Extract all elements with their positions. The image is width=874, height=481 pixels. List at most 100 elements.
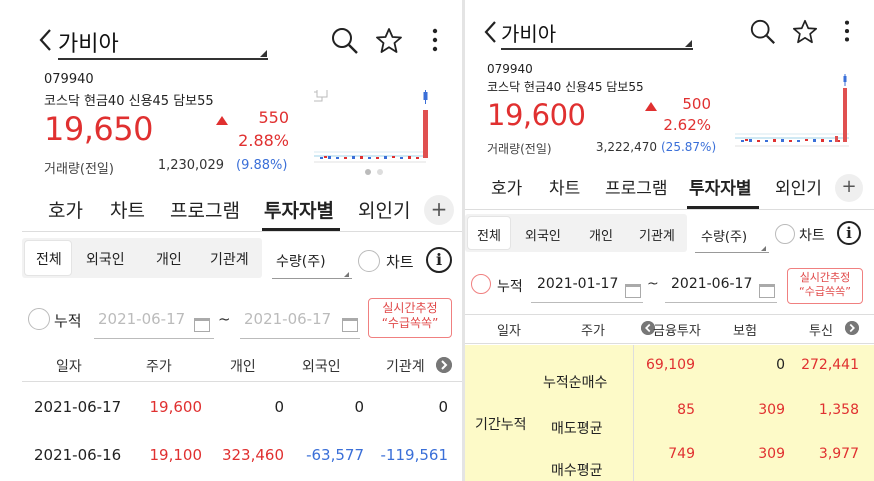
unit-select[interactable]: 수량(주) xyxy=(276,254,326,270)
tab-hoga[interactable]: 호가 xyxy=(48,200,83,222)
segment-all[interactable]: 전체 xyxy=(36,252,62,268)
scroll-right-icon[interactable] xyxy=(436,357,452,373)
more-vertical-icon[interactable] xyxy=(420,26,450,56)
up-arrow-icon xyxy=(216,116,228,125)
price-change-pct: 2.88% xyxy=(238,131,289,150)
cumulative-label[interactable]: 누적 xyxy=(497,279,523,295)
tab-program[interactable]: 프로그램 xyxy=(170,200,240,222)
volume-label: 거래량(전일) xyxy=(487,142,552,156)
calendar-icon[interactable] xyxy=(759,284,775,298)
col-price[interactable]: 주가 xyxy=(581,324,605,339)
volume-value: 3,222,470 xyxy=(595,140,657,154)
realtime-btn-line1: 실시간추정 xyxy=(382,301,438,315)
segment-active-bg xyxy=(468,217,510,249)
col-insurance[interactable]: 보험 xyxy=(733,324,757,339)
tab-chart[interactable]: 차트 xyxy=(549,179,581,199)
col-financial-investment[interactable]: 금융투자 xyxy=(653,324,701,339)
more-vertical-icon[interactable] xyxy=(833,18,861,46)
segment-institution[interactable]: 기관계 xyxy=(639,229,675,244)
star-icon[interactable] xyxy=(374,26,404,56)
scroll-left-icon[interactable] xyxy=(641,321,655,335)
chart-toggle-label[interactable]: 차트 xyxy=(386,253,414,271)
realtime-estimate-button[interactable]: 실시간추정 “수급쏙쏙” xyxy=(787,268,863,304)
cumulative-label[interactable]: 누적 xyxy=(54,312,82,330)
cumulative-checkbox-checked[interactable] xyxy=(471,274,491,294)
unit-dropdown-icon[interactable] xyxy=(761,246,766,251)
segment-foreign[interactable]: 외국인 xyxy=(86,252,125,268)
tab-foreign[interactable]: 외인기 xyxy=(358,200,411,222)
stock-code: 079940 xyxy=(487,62,533,76)
segment-individual[interactable]: 개인 xyxy=(589,229,613,244)
info-icon[interactable]: i xyxy=(837,221,861,245)
mini-price-chart[interactable] xyxy=(314,90,434,168)
investor-segment: 전체 외국인 개인 기관계 xyxy=(465,214,687,252)
main-tabs: 호가 차트 프로그램 투자자별 외인기 + xyxy=(22,190,462,232)
tab-program[interactable]: 프로그램 xyxy=(605,179,668,199)
dropdown-triangle-icon[interactable] xyxy=(260,50,267,57)
date-from[interactable]: 2021-06-17 xyxy=(98,310,186,328)
col-price[interactable]: 주가 xyxy=(146,359,172,375)
info-icon[interactable]: i xyxy=(426,247,452,273)
date-to-underline xyxy=(240,338,360,339)
add-tab-button[interactable]: + xyxy=(424,195,454,225)
date-to[interactable]: 2021-06-17 xyxy=(671,276,753,292)
chart-checkbox[interactable] xyxy=(358,250,380,272)
period-label: 기간누적 xyxy=(475,417,527,433)
unit-select[interactable]: 수량(주) xyxy=(701,230,748,245)
realtime-estimate-button[interactable]: 실시간추정 “수급쏙쏙” xyxy=(368,298,452,338)
add-tab-button[interactable]: + xyxy=(835,174,863,202)
col-individual[interactable]: 개인 xyxy=(230,359,256,375)
calendar-icon[interactable] xyxy=(194,318,210,332)
segment-institution[interactable]: 기관계 xyxy=(210,252,249,268)
stock-name-underline xyxy=(58,58,268,60)
col-date[interactable]: 일자 xyxy=(497,324,521,339)
tab-hoga[interactable]: 호가 xyxy=(491,179,523,199)
cell-trust: 3,977 xyxy=(818,446,859,462)
panel-divider xyxy=(462,0,465,481)
date-separator: ~ xyxy=(647,276,659,292)
col-institution[interactable]: 기관계 xyxy=(386,359,425,375)
right-screen: 가비아 079940 코스닥 현금40 신용45 담보55 19,600 500… xyxy=(465,0,874,481)
stock-name[interactable]: 가비아 xyxy=(501,22,557,46)
dropdown-triangle-icon[interactable] xyxy=(685,40,692,47)
col-date[interactable]: 일자 xyxy=(56,359,82,375)
search-icon[interactable] xyxy=(330,26,360,56)
tab-chart[interactable]: 차트 xyxy=(110,200,145,222)
price-change: 500 xyxy=(682,95,711,113)
up-arrow-icon xyxy=(645,102,657,111)
mini-price-chart[interactable] xyxy=(735,70,857,156)
active-tab-underline xyxy=(262,228,340,231)
segment-foreign[interactable]: 외국인 xyxy=(525,229,561,244)
tab-investor[interactable]: 투자자별 xyxy=(689,179,752,199)
tab-investor[interactable]: 투자자별 xyxy=(264,200,334,222)
star-icon[interactable] xyxy=(791,18,819,46)
stock-name[interactable]: 가비아 xyxy=(58,32,119,57)
calendar-icon[interactable] xyxy=(625,284,641,298)
page-indicator-dots xyxy=(365,169,383,175)
date-from[interactable]: 2021-01-17 xyxy=(537,276,619,292)
back-arrow-icon[interactable] xyxy=(483,20,497,44)
cell-institution: -119,561 xyxy=(380,446,448,464)
col-trust[interactable]: 투신 xyxy=(809,324,833,339)
chart-toggle-label[interactable]: 차트 xyxy=(799,228,825,244)
calendar-icon[interactable] xyxy=(342,318,358,332)
col-foreign[interactable]: 외국인 xyxy=(302,359,341,375)
table-header: 일자 주가 개인 외국인 기관계 xyxy=(22,348,462,382)
date-from-underline xyxy=(531,302,643,303)
back-arrow-icon[interactable] xyxy=(38,28,52,52)
segment-all[interactable]: 전체 xyxy=(477,229,501,244)
date-to[interactable]: 2021-06-17 xyxy=(244,310,332,328)
price-change: 550 xyxy=(258,108,289,127)
header: 가비아 xyxy=(465,0,874,70)
scroll-right-icon[interactable] xyxy=(845,321,859,335)
chart-checkbox[interactable] xyxy=(775,224,795,244)
cumulative-checkbox[interactable] xyxy=(28,308,50,330)
segment-individual[interactable]: 개인 xyxy=(156,252,182,268)
cell-insurance: 0 xyxy=(776,357,785,373)
cell-price: 19,100 xyxy=(149,446,203,464)
unit-dropdown-icon[interactable] xyxy=(344,272,349,277)
column-divider xyxy=(633,345,634,481)
search-icon[interactable] xyxy=(749,18,777,46)
tab-foreign[interactable]: 외인기 xyxy=(775,179,822,199)
cell-foreign: -63,577 xyxy=(306,446,364,464)
